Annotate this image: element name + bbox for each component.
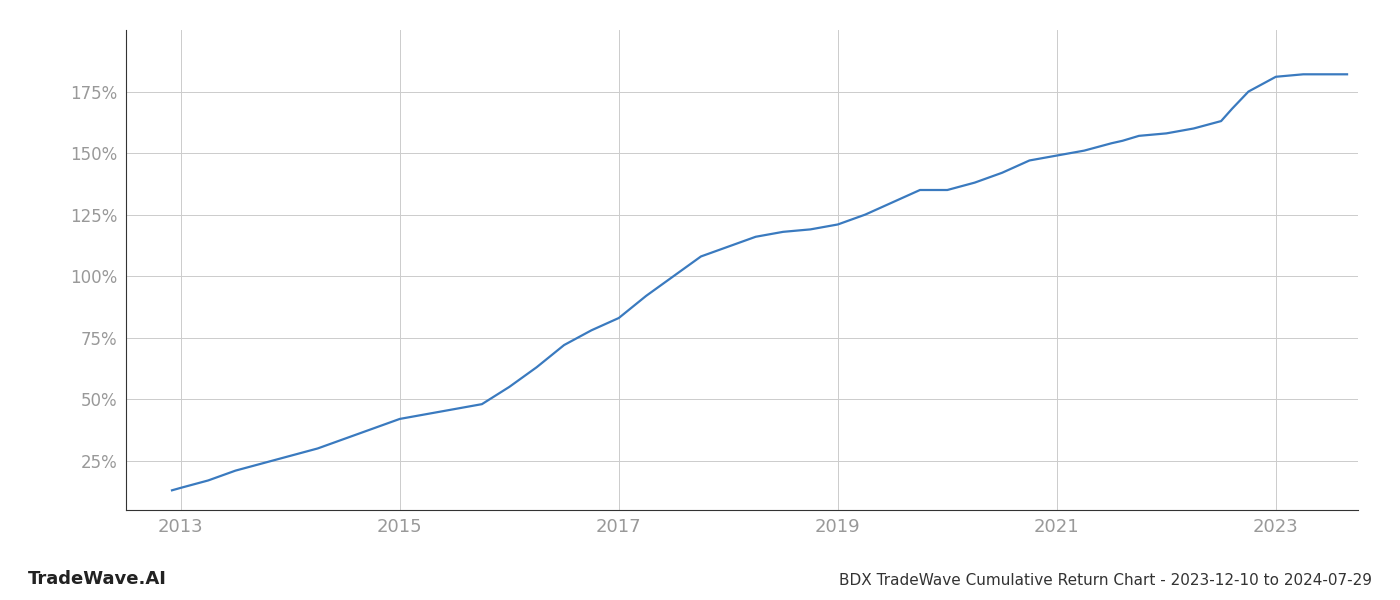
Text: BDX TradeWave Cumulative Return Chart - 2023-12-10 to 2024-07-29: BDX TradeWave Cumulative Return Chart - …	[839, 573, 1372, 588]
Text: TradeWave.AI: TradeWave.AI	[28, 570, 167, 588]
